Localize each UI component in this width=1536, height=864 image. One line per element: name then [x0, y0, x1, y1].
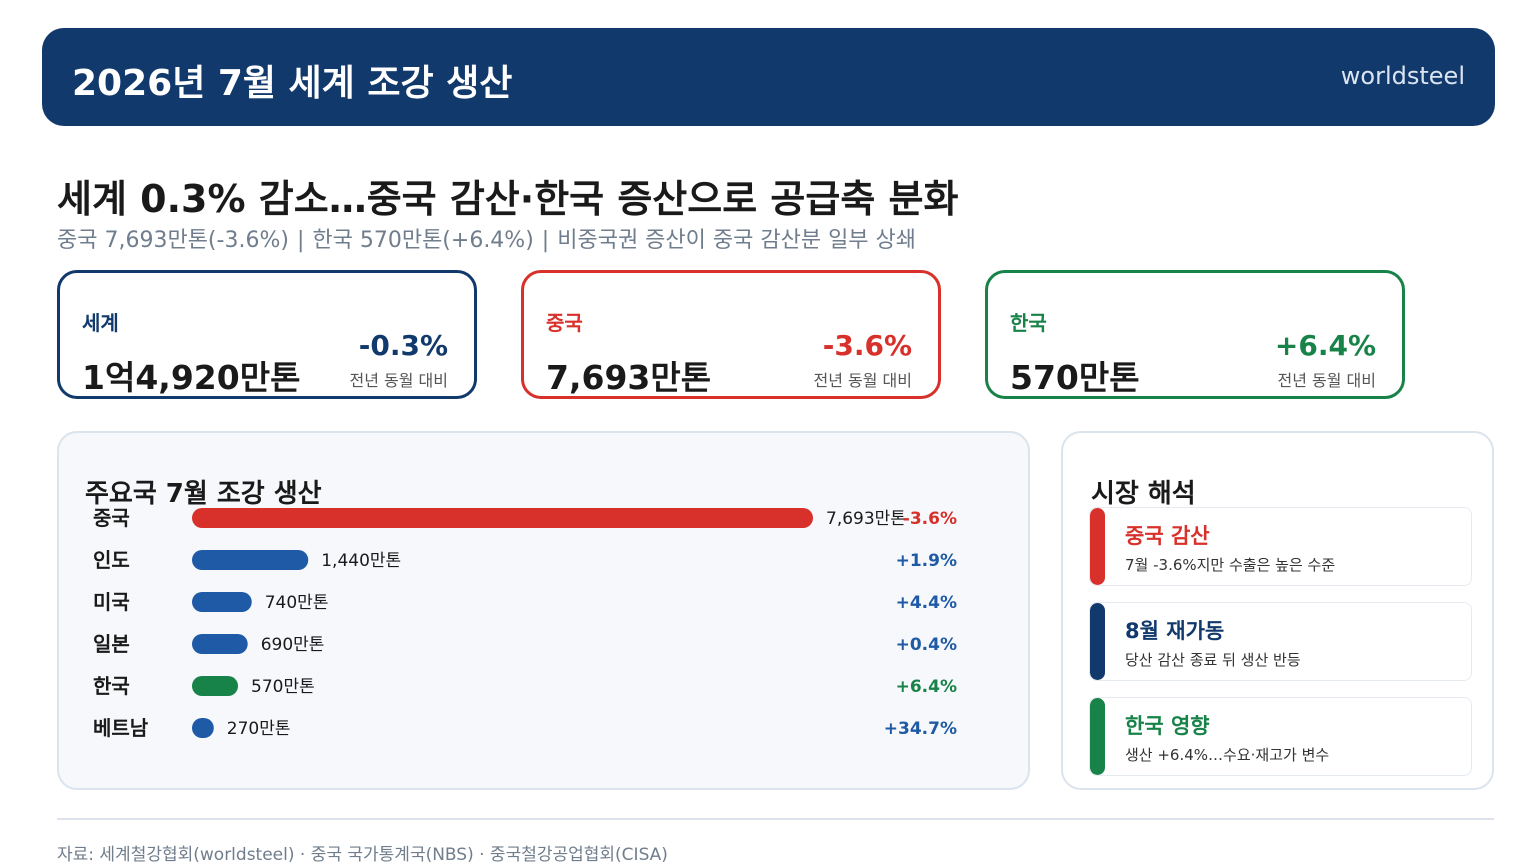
value-label: 1,440만톤: [321, 551, 401, 571]
analysis-card-august-restart: 8월 재가동 당산 감산 종료 뒤 생산 반등: [1089, 602, 1472, 681]
analysis-card-title: 8월 재가동: [1125, 619, 1225, 643]
kpi-card-korea: 한국 570만톤 +6.4% 전년 동월 대비: [985, 270, 1405, 399]
analysis-card-title: 한국 영향: [1125, 714, 1210, 738]
change-label: +4.4%: [896, 593, 957, 613]
kpi-label: 한국: [1010, 311, 1047, 335]
analysis-card-text: 7월 -3.6%지만 수출은 높은 수준: [1125, 556, 1336, 574]
analysis-card-text: 생산 +6.4%…수요·재고가 변수: [1125, 746, 1330, 764]
analysis-card-korea-impact: 한국 영향 생산 +6.4%…수요·재고가 변수: [1089, 697, 1472, 776]
change-label: +0.4%: [896, 635, 957, 655]
subheadline-separator: |: [541, 228, 550, 253]
category-label: 미국: [93, 590, 130, 614]
value-label: 740만톤: [265, 593, 329, 613]
change-label: +1.9%: [896, 551, 957, 571]
kpi-note: 전년 동월 대비: [813, 371, 913, 390]
subheadline-korea: 한국 570만톤(+6.4%): [312, 228, 534, 253]
accent-bar: [1090, 603, 1105, 680]
header-banner: 2026년 7월 세계 조강 생산 worldsteel: [42, 28, 1495, 126]
change-label: -3.6%: [903, 509, 957, 529]
production-chart-panel: 주요국 7월 조강 생산 중국 7,693만톤 -3.6% 인도 1,440만톤 +1.9…: [57, 431, 1030, 790]
category-label: 베트남: [93, 716, 149, 740]
kpi-value: 1억4,920만톤: [82, 358, 301, 397]
change-label: +34.7%: [884, 719, 957, 739]
kpi-label: 세계: [82, 311, 119, 335]
accent-bar: [1090, 508, 1105, 585]
source-footer: 자료: 세계철강협회(worldsteel) · 중국 국가통계국(NBS) ·…: [57, 845, 668, 864]
kpi-card-world: 세계 1억4,920만톤 -0.3% 전년 동월 대비: [57, 270, 477, 399]
category-label: 인도: [93, 548, 130, 572]
subheadline-summary: 비중국권 증산이 중국 감산분 일부 상쇄: [557, 228, 917, 253]
kpi-card-china: 중국 7,693만톤 -3.6% 전년 동월 대비: [521, 270, 941, 399]
bar: [192, 508, 813, 528]
analysis-title: 시장 해석: [1091, 479, 1196, 509]
category-label: 중국: [93, 506, 130, 530]
footer-divider: [57, 818, 1494, 820]
value-label: 7,693만톤: [826, 509, 906, 529]
value-label: 570만톤: [251, 677, 315, 697]
kpi-change: -3.6%: [822, 329, 912, 362]
market-analysis-panel: 시장 해석 중국 감산 7월 -3.6%지만 수출은 높은 수준 8월 재가동 …: [1061, 431, 1494, 790]
analysis-card-text: 당산 감산 종료 뒤 생산 반등: [1125, 651, 1301, 669]
change-label: +6.4%: [896, 677, 957, 697]
kpi-value: 7,693만톤: [546, 358, 712, 397]
category-label: 일본: [93, 632, 130, 656]
analysis-card-title: 중국 감산: [1125, 524, 1210, 548]
chart-title: 주요국 7월 조강 생산: [85, 479, 322, 509]
value-label: 690만톤: [261, 635, 325, 655]
kpi-value: 570만톤: [1010, 358, 1140, 397]
kpi-change: -0.3%: [358, 329, 448, 362]
kpi-note: 전년 동월 대비: [1277, 371, 1377, 390]
accent-bar: [1090, 698, 1105, 775]
production-bar-chart: 중국 7,693만톤-3.6% 인도 1,440만톤 +1.9% 미국 740만톤 +4.4%…: [93, 506, 957, 740]
bar: [192, 634, 248, 654]
brand-label: worldsteel: [1340, 62, 1465, 90]
subheadline-china: 중국 7,693만톤(-3.6%): [57, 228, 289, 253]
value-label: 270만톤: [227, 719, 291, 739]
page-title: 2026년 7월 세계 조강 생산: [72, 63, 513, 104]
headline: 세계 0.3% 감소…중국 감산·한국 증산으로 공급축 분화: [57, 177, 959, 221]
kpi-change: +6.4%: [1274, 329, 1376, 362]
kpi-note: 전년 동월 대비: [349, 371, 449, 390]
bar: [192, 718, 214, 738]
bar: [192, 550, 309, 570]
analysis-card-china-cut: 중국 감산 7월 -3.6%지만 수출은 높은 수준: [1089, 507, 1472, 586]
kpi-label: 중국: [546, 311, 583, 335]
subheadline: 중국 7,693만톤(-3.6%) | 한국 570만톤(+6.4%) | 비중국권 증…: [57, 222, 916, 254]
bar: [192, 592, 252, 612]
bar: [192, 676, 239, 696]
category-label: 한국: [93, 674, 130, 698]
subheadline-separator: |: [296, 228, 305, 253]
